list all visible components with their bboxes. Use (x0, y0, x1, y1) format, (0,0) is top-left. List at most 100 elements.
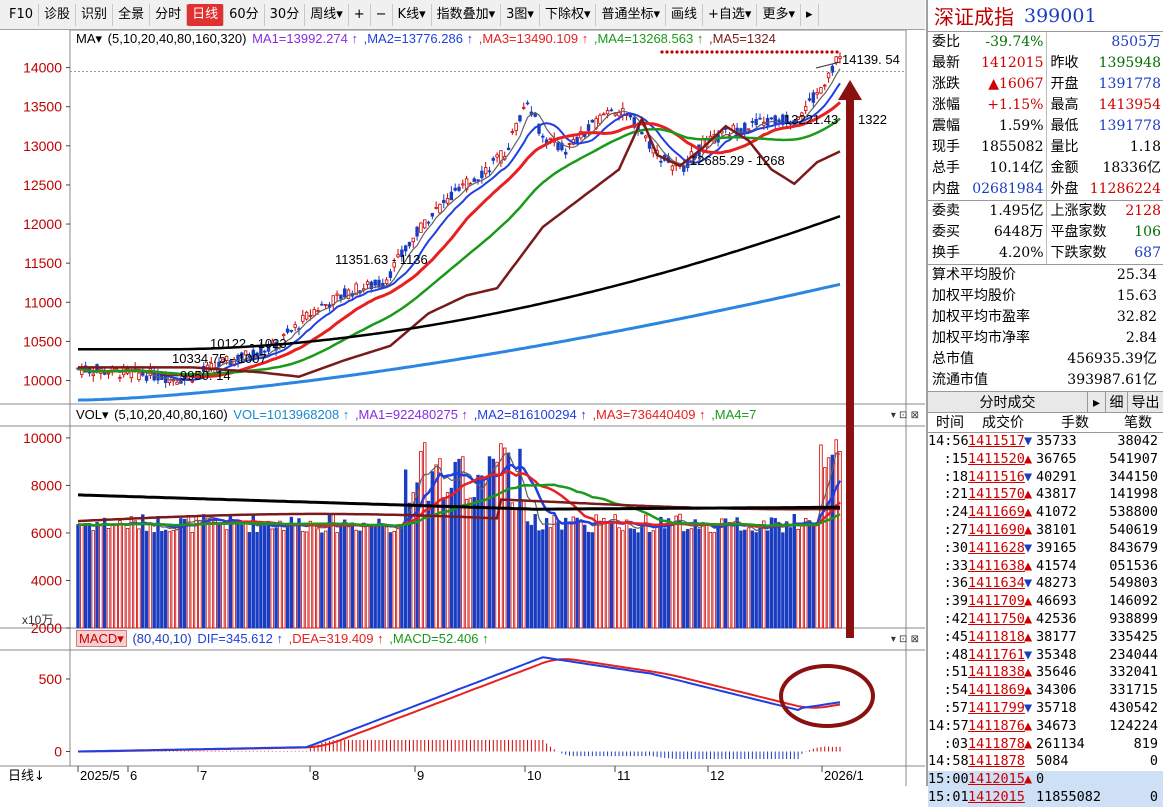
volume-bar (690, 529, 693, 628)
toolbar-item-18[interactable]: 更多▾ (757, 4, 801, 26)
macd-legend-label[interactable]: MACD▾ (76, 630, 127, 647)
ticks-title[interactable]: 分时成交 (928, 392, 1087, 412)
tick-price: 1411799 (968, 700, 1024, 718)
toolbar-item-3[interactable]: 全景 (113, 4, 150, 26)
marker-dot (815, 50, 818, 53)
candle-body (481, 171, 484, 178)
tick-time: :51 (928, 664, 968, 682)
tick-count: 938899 (1108, 611, 1158, 629)
tick-time: 14:58 (928, 753, 968, 771)
tick-count: 124224 (1108, 718, 1158, 736)
toolbar-item-12[interactable]: 指数叠加▾ (432, 4, 502, 26)
volume-bar (694, 520, 697, 628)
stat-label: 加权平均市净率 (932, 328, 1030, 349)
toolbar-item-7[interactable]: 30分 (265, 4, 306, 26)
candle-body (423, 220, 426, 228)
ma2-value: ,MA2=13776.286 ↑ (364, 31, 474, 46)
quote-value: 2128 (1125, 201, 1161, 222)
tick-time: :39 (928, 593, 968, 611)
toolbar-item-13[interactable]: 3图▾ (501, 4, 540, 26)
volume-bar (111, 525, 114, 628)
volume-bar (553, 515, 556, 628)
volume-bar (831, 455, 834, 628)
volume-bar (839, 451, 842, 628)
volume-bar (534, 514, 537, 628)
tick-volume: 38101 (1036, 522, 1108, 540)
ma-legend-label[interactable]: MA▾ (76, 31, 102, 46)
quote-value: 1395948 (1099, 53, 1161, 74)
tick-direction: ▲ (1024, 593, 1036, 611)
volume-bar (724, 519, 727, 628)
ticks-export-button[interactable]: 导出 (1127, 392, 1163, 412)
candle-body (591, 120, 594, 122)
stat-label: 流通市值 (932, 370, 988, 391)
ticks-detail-button[interactable]: 细 (1105, 392, 1127, 412)
toolbar-item-2[interactable]: 识别 (76, 4, 113, 26)
volume-bar (782, 533, 785, 628)
tick-price: 1411878 (968, 753, 1024, 771)
toolbar-item-0[interactable]: F10 (4, 4, 39, 26)
tick-time: :57 (928, 700, 968, 718)
toolbar-item-14[interactable]: 下除权▾ (540, 4, 597, 26)
y-tick-label: 500 (39, 671, 63, 687)
toolbar-item-8[interactable]: 周线▾ (305, 4, 349, 26)
candle-body (648, 142, 651, 149)
toolbar-item-10[interactable]: − (371, 4, 393, 26)
x-tick-label: 2025/5 (80, 768, 120, 783)
toolbar-item-17[interactable]: +自选▾ (703, 4, 757, 26)
quote-label: 总手 (932, 158, 960, 179)
candle-body (660, 161, 663, 162)
x-tick-label: 8 (312, 768, 319, 783)
ma-legend: MA▾ (5,10,20,40,80,160,320) MA1=13992.27… (76, 30, 778, 48)
volume-bar (637, 533, 640, 628)
vol-legend-label[interactable]: VOL▾ (76, 407, 109, 422)
toolbar-item-11[interactable]: K线▾ (393, 4, 432, 26)
toolbar-item-15[interactable]: 普通坐标▾ (596, 4, 666, 26)
volume-bar (385, 527, 388, 628)
toolbar-item-1[interactable]: 诊股 (39, 4, 76, 26)
volume-bar (389, 533, 392, 628)
toolbar-item-16[interactable]: 画线 (666, 4, 703, 26)
marker-dot (730, 50, 733, 53)
volume-bar (671, 524, 674, 628)
toolbar-item-6[interactable]: 60分 (224, 4, 265, 26)
vol-pane-icons[interactable]: ▾ ⊡ ⊠ (891, 410, 919, 421)
ticks-play-button[interactable]: ▸ (1087, 392, 1105, 412)
tick-price: 1411690 (968, 522, 1024, 540)
toolbar-item-5[interactable]: 日线 (187, 4, 224, 26)
toolbar-item-19[interactable]: ▸ (801, 4, 819, 26)
macd-pane-icons[interactable]: ▾ ⊡ ⊠ (891, 634, 919, 645)
toolbar-item-9[interactable]: + (349, 4, 371, 26)
y-tick-label: 12500 (23, 177, 62, 193)
volume-bar (263, 524, 266, 628)
tick-price: 1412015 (968, 789, 1024, 807)
candle-body (778, 120, 781, 122)
candle-body (462, 184, 465, 185)
toolbar-item-4[interactable]: 分时 (150, 4, 187, 26)
